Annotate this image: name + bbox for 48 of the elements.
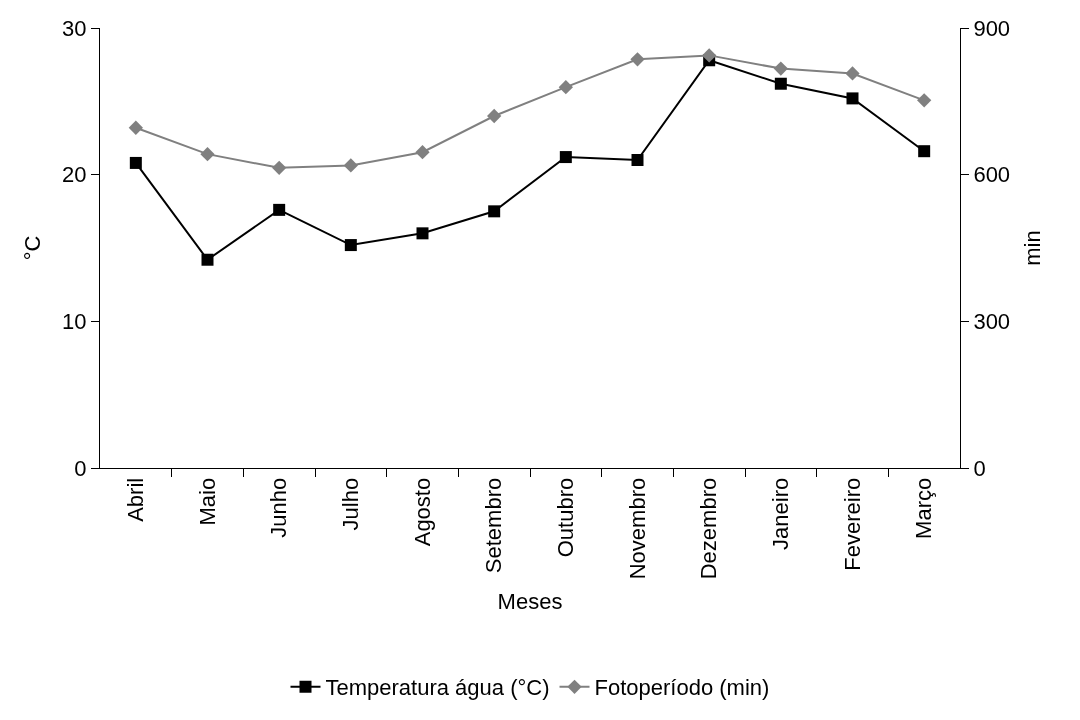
y2-tick-label: 300 [973,309,1011,335]
point [702,48,717,63]
point [846,92,859,105]
point [774,77,787,90]
x-tick-label: Maio [194,477,220,526]
point [416,227,429,240]
x-axis-title: Meses [497,589,563,615]
legend-label: Fotoperíodo (min) [594,675,770,701]
y2-axis-title: min [1020,230,1046,266]
point [343,158,358,173]
point [845,66,860,81]
y-tick-label: 10 [62,309,87,335]
point [773,61,788,76]
point [917,93,932,108]
y-axis-title: °C [19,235,45,261]
y-tick-label: 0 [74,455,87,481]
x-tick-label: Junho [266,477,292,538]
x-tick-label: Dezembro [696,477,722,580]
point [631,154,644,166]
y2-tick-label: 600 [973,162,1011,188]
legend-label: Temperatura água (°C) [325,675,550,701]
y2-tick-label: 900 [973,15,1011,41]
y2-tick-label: 0 [973,455,986,481]
x-tick-label: Janeiro [767,477,793,550]
x-tick-label: Outubro [552,477,578,558]
point [201,253,214,266]
point [200,146,215,162]
point [559,151,572,164]
y-tick-label: 30 [62,15,87,41]
x-tick-label: Agosto [409,477,435,547]
point [273,203,286,216]
x-tick-label: Abril [122,477,148,522]
x-tick-label: Julho [337,477,363,531]
point [558,80,573,95]
x-tick-label: Março [911,477,937,539]
point [415,145,430,160]
x-tick-label: Setembro [481,477,507,574]
x-tick-label: Fevereiro [839,477,865,571]
y-tick-label: 20 [62,162,87,188]
point [488,205,501,218]
point [487,108,502,124]
point [344,239,357,252]
point [129,156,142,169]
x-tick-label: Novembro [624,477,650,580]
point [272,160,287,175]
point [918,145,931,158]
point [128,120,143,135]
point [630,52,645,67]
